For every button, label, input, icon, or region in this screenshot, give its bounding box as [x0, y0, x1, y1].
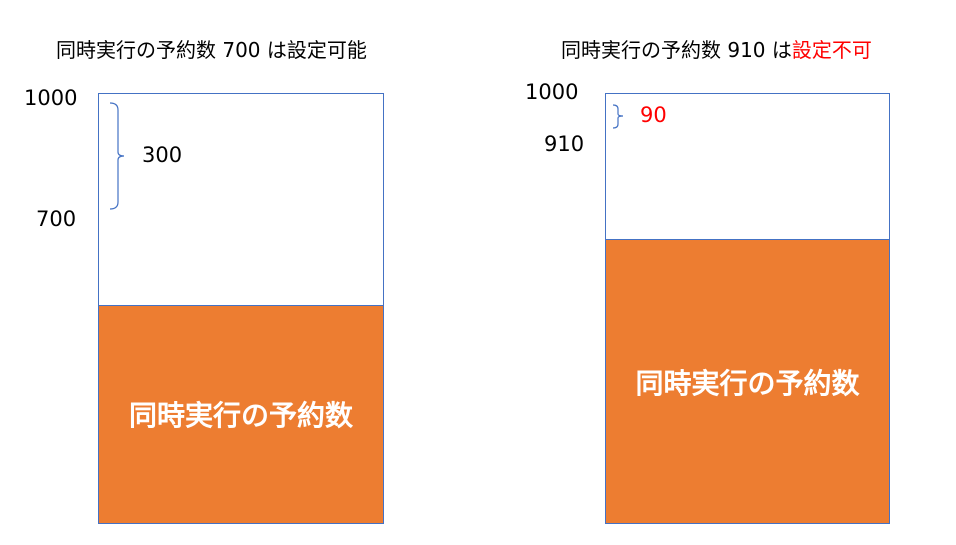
right-title-status: 設定不可 — [791, 38, 872, 62]
left-title-status: 設定可能 — [286, 38, 367, 62]
right-brace-icon — [612, 104, 624, 129]
left-max-label: 1000 — [24, 86, 78, 110]
left-level-label: 700 — [36, 207, 77, 231]
right-max-label: 1000 — [525, 80, 579, 104]
right-bar-label: 同時実行の予約数 — [635, 366, 860, 400]
right-reserved-bar: 同時実行の予約数 — [606, 239, 889, 523]
right-level-label: 910 — [544, 132, 585, 156]
left-bar-label: 同時実行の予約数 — [128, 399, 353, 433]
left-title: 同時実行の予約数 700 は設定可能 — [56, 34, 367, 63]
right-title: 同時実行の予約数 910 は設定不可 — [561, 34, 872, 63]
left-brace-icon — [109, 102, 125, 210]
right-capacity-box: 同時実行の予約数 — [605, 93, 890, 524]
left-reserved-bar: 同時実行の予約数 — [99, 304, 383, 523]
right-gap-label: 90 — [640, 103, 667, 127]
left-gap-label: 300 — [142, 143, 183, 167]
right-title-prefix: 同時実行の予約数 910 は — [561, 38, 792, 62]
left-capacity-box: 同時実行の予約数 — [98, 93, 384, 524]
left-title-prefix: 同時実行の予約数 700 は — [56, 38, 287, 62]
